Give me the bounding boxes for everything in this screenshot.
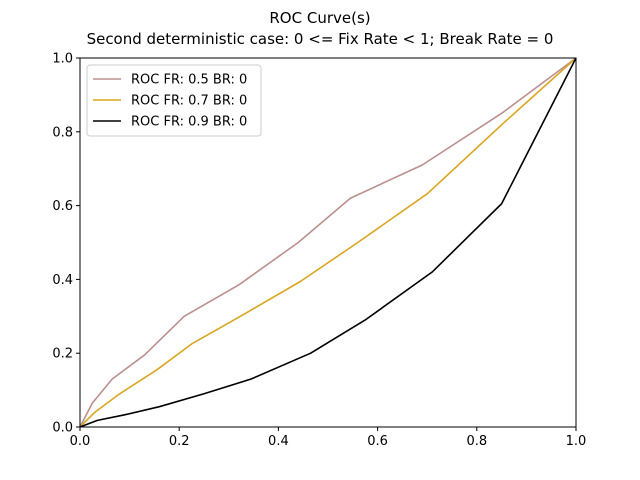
legend-label-1: ROC FR: 0.5 BR: 0	[131, 73, 247, 88]
legend: ROC FR: 0.5 BR: 0 ROC FR: 0.7 BR: 0 ROC FR…	[86, 64, 262, 137]
legend-label-3: ROC FR: 0.9 BR: 0	[131, 115, 247, 130]
y-tick-label: 0.4	[52, 273, 73, 288]
y-tick-label: 0.0	[52, 421, 73, 436]
x-axis-ticks: 0.0 0.2 0.4 0.6 0.8 1.0	[70, 427, 587, 449]
y-tick-label: 0.6	[52, 199, 73, 214]
x-tick-label: 0.8	[466, 434, 487, 449]
x-tick-label: 0.2	[169, 434, 190, 449]
chart-title: ROC Curve(s)	[269, 9, 370, 27]
plot-series-group	[79, 57, 577, 428]
series-line-3	[79, 57, 577, 428]
y-tick-label: 0.8	[52, 125, 73, 140]
y-tick-label: 0.2	[52, 347, 73, 362]
series-line-1	[79, 57, 577, 428]
x-tick-label: 0.0	[70, 434, 91, 449]
y-tick-label: 1.0	[52, 52, 73, 67]
y-axis-ticks: 0.0 0.2 0.4 0.6 0.8 1.0	[52, 52, 80, 436]
series-line-2	[79, 57, 577, 428]
x-tick-label: 0.6	[367, 434, 388, 449]
legend-label-2: ROC FR: 0.7 BR: 0	[131, 94, 247, 109]
x-tick-label: 0.4	[268, 434, 289, 449]
chart-subtitle: Second deterministic case: 0 <= Fix Rate…	[87, 30, 554, 48]
x-tick-label: 1.0	[566, 434, 587, 449]
legend-box	[86, 64, 262, 137]
plot-frame	[79, 57, 577, 428]
